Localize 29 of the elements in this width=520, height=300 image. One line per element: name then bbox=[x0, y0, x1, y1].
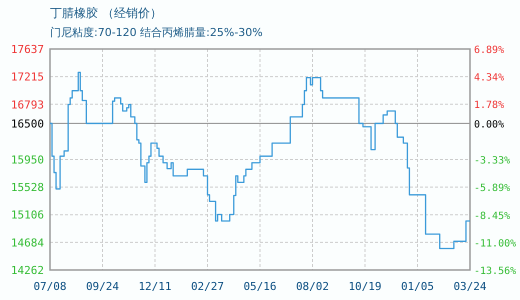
x-tick-label: 01/05 bbox=[400, 280, 434, 293]
y-tick-label: 16793 bbox=[10, 98, 44, 112]
y-tick-label: 14684 bbox=[10, 236, 44, 250]
y2-tick-label: 0.00% bbox=[474, 119, 504, 130]
y2-tick-label: 1.78% bbox=[474, 100, 504, 112]
chart-title: 丁腈橡胶 （经销价） bbox=[50, 6, 162, 20]
y-tick-label: 16500 bbox=[10, 117, 44, 130]
y2-tick-label: -11.00% bbox=[474, 238, 516, 250]
y-tick-label: 15528 bbox=[10, 181, 44, 194]
x-tick-label: 08/02 bbox=[296, 280, 330, 293]
x-tick-label: 09/24 bbox=[86, 280, 120, 293]
x-tick-label: 10/19 bbox=[348, 280, 382, 293]
y-tick-label: 14262 bbox=[10, 264, 44, 277]
y-tick-label: 15950 bbox=[10, 153, 44, 166]
y2-tick-label: -13.56% bbox=[474, 266, 516, 277]
y2-tick-label: 4.34% bbox=[474, 72, 504, 84]
y2-tick-label: -3.33% bbox=[474, 155, 510, 166]
y-tick-label: 17637 bbox=[10, 43, 44, 56]
y-tick-label: 15106 bbox=[10, 208, 44, 222]
x-tick-label: 05/16 bbox=[243, 280, 277, 293]
chart-subtitle: 门尼粘度:70-120 结合丙烯腈量:25%-30% bbox=[50, 26, 263, 39]
y2-tick-label: -8.45% bbox=[474, 210, 510, 222]
x-tick-label: 02/27 bbox=[190, 280, 224, 293]
y-tick-label: 17215 bbox=[10, 70, 44, 84]
x-tick-label: 07/08 bbox=[33, 280, 67, 293]
y2-tick-label: -5.89% bbox=[474, 183, 510, 194]
x-tick-label: 03/24 bbox=[453, 280, 487, 293]
x-tick-label: 12/11 bbox=[138, 280, 172, 293]
y2-tick-label: 6.89% bbox=[474, 45, 504, 56]
